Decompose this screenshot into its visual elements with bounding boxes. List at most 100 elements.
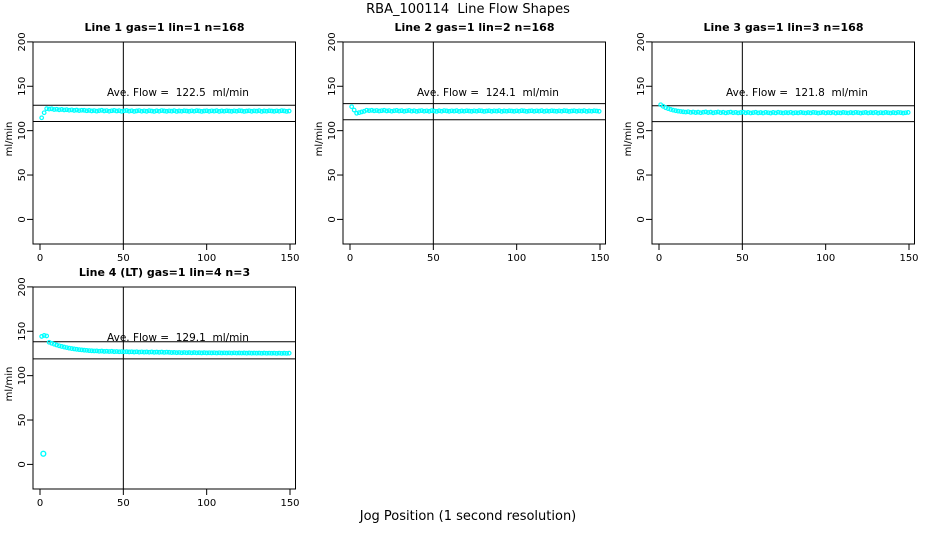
data-point bbox=[74, 346, 80, 352]
y-tick-label: 150 bbox=[17, 77, 28, 96]
y-axis: 0 50 100 150 200 ml/min bbox=[4, 277, 33, 468]
data-point bbox=[191, 350, 197, 355]
data-point bbox=[191, 108, 197, 114]
data-point bbox=[79, 347, 85, 353]
data-point bbox=[780, 110, 786, 116]
data-point bbox=[284, 350, 290, 356]
x-tick-label: 0 bbox=[37, 253, 43, 264]
data-point bbox=[241, 108, 247, 114]
data-point bbox=[788, 109, 794, 115]
data-point bbox=[204, 108, 210, 114]
data-point bbox=[885, 110, 891, 116]
data-point bbox=[439, 108, 445, 114]
data-point bbox=[484, 108, 490, 114]
data-point bbox=[81, 347, 87, 353]
data-point bbox=[840, 110, 846, 115]
data-point bbox=[436, 108, 442, 114]
data-point bbox=[755, 110, 761, 116]
data-point bbox=[201, 108, 207, 114]
data-point bbox=[224, 108, 230, 114]
data-point bbox=[449, 108, 455, 114]
data-point bbox=[379, 108, 385, 114]
data-point bbox=[81, 107, 87, 113]
subplot-line2: Line 2 gas=1 lin=2 n=168 0 50 100 150 200 ml/… bbox=[310, 20, 622, 265]
data-point bbox=[903, 110, 909, 116]
data-point bbox=[239, 108, 245, 114]
data-point bbox=[234, 350, 240, 356]
data-point bbox=[164, 349, 170, 355]
data-point bbox=[870, 110, 876, 116]
data-point bbox=[264, 108, 270, 114]
data-point bbox=[833, 110, 839, 116]
data-point bbox=[569, 108, 575, 114]
subplot-line3-canvas: 0 50 100 150 200 ml/min 0 50 100 150 Ave. Flow = 1… bbox=[623, 32, 919, 264]
data-point bbox=[281, 108, 287, 114]
x-tick-label: 50 bbox=[736, 253, 749, 264]
data-point bbox=[529, 108, 535, 114]
data-point bbox=[770, 110, 776, 115]
data-point bbox=[176, 108, 182, 114]
data-points bbox=[39, 106, 292, 121]
data-point bbox=[276, 350, 282, 356]
data-point bbox=[49, 106, 55, 112]
data-point bbox=[835, 110, 841, 116]
data-point bbox=[131, 108, 137, 114]
data-point bbox=[106, 108, 112, 114]
data-point bbox=[554, 108, 560, 114]
data-point bbox=[201, 350, 207, 356]
data-point bbox=[236, 350, 242, 356]
data-point bbox=[96, 348, 102, 354]
data-point bbox=[139, 108, 145, 114]
data-point bbox=[196, 108, 202, 114]
data-point bbox=[349, 104, 355, 110]
y-tick-label: 50 bbox=[636, 169, 647, 182]
data-point bbox=[476, 108, 482, 114]
data-point bbox=[688, 109, 694, 115]
subplot-line2-canvas: 0 50 100 150 200 ml/min 0 50 100 150 Ave. Flow = 1… bbox=[314, 32, 610, 264]
data-point bbox=[169, 350, 175, 355]
data-point bbox=[199, 108, 205, 114]
data-point bbox=[898, 110, 904, 116]
data-point bbox=[419, 108, 425, 113]
data-point bbox=[54, 106, 60, 112]
data-point bbox=[184, 350, 190, 356]
data-point bbox=[501, 108, 507, 114]
x-axis-label: Jog Position (1 second resolution) bbox=[359, 509, 577, 524]
y-axis-title: ml/min bbox=[623, 122, 634, 157]
data-point bbox=[411, 108, 417, 114]
data-point bbox=[848, 110, 854, 115]
data-point bbox=[584, 108, 590, 114]
data-point bbox=[109, 108, 115, 114]
data-point bbox=[74, 107, 80, 113]
data-point bbox=[464, 108, 470, 114]
data-point bbox=[254, 350, 260, 356]
data-point bbox=[730, 110, 736, 116]
main-title: RBA_100114 Line Flow Shapes bbox=[366, 2, 570, 17]
data-point bbox=[818, 110, 824, 116]
data-point bbox=[119, 108, 125, 114]
data-point bbox=[504, 108, 510, 114]
data-point bbox=[466, 108, 472, 114]
data-point bbox=[386, 108, 392, 113]
data-point bbox=[800, 110, 806, 116]
data-point bbox=[581, 108, 587, 114]
data-point bbox=[111, 108, 117, 113]
data-point bbox=[154, 349, 160, 355]
plot-box bbox=[651, 41, 915, 245]
data-point bbox=[551, 108, 557, 114]
data-point bbox=[164, 108, 170, 114]
data-point bbox=[61, 107, 67, 113]
data-point bbox=[96, 108, 102, 114]
data-point bbox=[56, 107, 62, 113]
y-axis: 0 50 100 150 200 ml/min bbox=[4, 32, 33, 223]
data-point bbox=[206, 108, 212, 114]
data-point bbox=[753, 109, 759, 115]
data-point bbox=[219, 350, 225, 356]
data-point bbox=[481, 108, 487, 114]
data-point bbox=[708, 109, 714, 115]
data-point bbox=[718, 110, 724, 116]
x-tick-label: 0 bbox=[656, 253, 662, 264]
data-point bbox=[690, 109, 696, 115]
data-point bbox=[441, 108, 447, 113]
data-point bbox=[136, 349, 142, 355]
